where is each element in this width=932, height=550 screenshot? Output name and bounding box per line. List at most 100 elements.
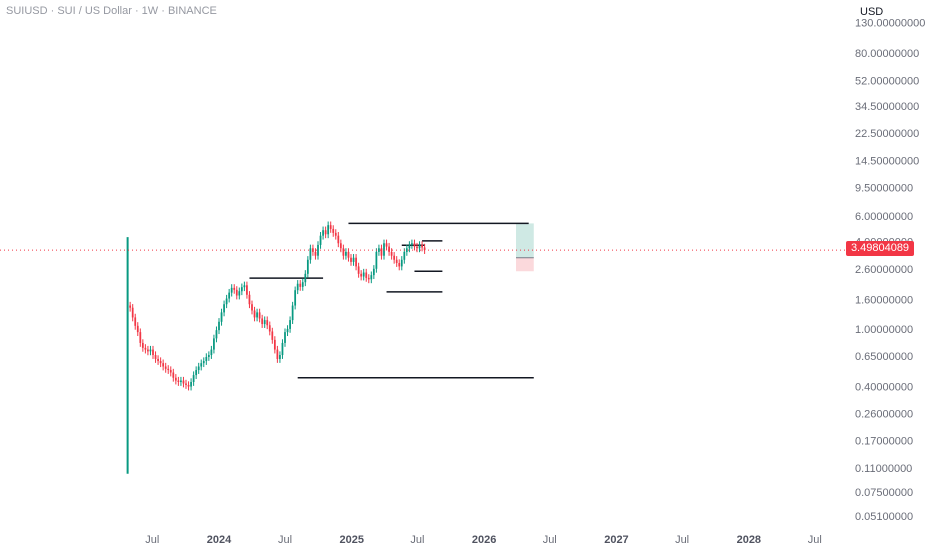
candle bbox=[202, 361, 205, 364]
candle bbox=[398, 263, 401, 267]
candle bbox=[301, 282, 304, 287]
candle bbox=[159, 361, 162, 364]
chart-title: SUIUSD · SUI / US Dollar · 1W · BINANCE bbox=[6, 5, 217, 17]
time-axis-tick-label: Jul bbox=[808, 534, 822, 546]
candle bbox=[291, 305, 294, 321]
candle bbox=[182, 380, 185, 384]
candle bbox=[334, 232, 337, 236]
candle bbox=[218, 321, 220, 331]
candle bbox=[421, 244, 423, 248]
candle bbox=[378, 248, 380, 252]
time-axis[interactable]: Jul 2024 Jul 2025 Jul 2026 Jul 2027 Jul 2028 Jul bbox=[145, 534, 822, 546]
price-axis-tick-label: 34.50000000 bbox=[855, 101, 919, 113]
candle bbox=[261, 318, 264, 325]
candle bbox=[210, 349, 213, 356]
candle bbox=[215, 330, 218, 339]
price-axis-tick-label: 80.00000000 bbox=[855, 48, 919, 60]
candle bbox=[355, 257, 357, 267]
price-axis-tick-label: 14.50000000 bbox=[855, 156, 919, 168]
candle bbox=[266, 320, 269, 326]
candle bbox=[360, 273, 363, 277]
candle bbox=[350, 257, 352, 262]
candle bbox=[309, 248, 312, 260]
candle bbox=[192, 375, 195, 382]
candle bbox=[388, 246, 390, 252]
candle bbox=[289, 320, 291, 329]
candle bbox=[177, 380, 180, 382]
candle bbox=[207, 355, 210, 357]
time-axis-tick-label: Jul bbox=[145, 534, 159, 546]
candle bbox=[383, 243, 385, 256]
candle bbox=[423, 247, 426, 251]
price-axis-tick-label: 0.65000000 bbox=[855, 351, 913, 363]
candle bbox=[362, 272, 365, 277]
candle bbox=[187, 384, 190, 387]
candle bbox=[240, 287, 243, 292]
candle bbox=[238, 291, 241, 296]
candle bbox=[185, 383, 187, 385]
price-axis[interactable]: 130.00000000 80.00000000 52.00000000 34.500… bbox=[855, 18, 925, 523]
candle bbox=[228, 292, 231, 299]
price-axis-tick-label: 0.26000000 bbox=[855, 409, 913, 421]
candle bbox=[296, 283, 299, 291]
time-axis-tick-label: 2024 bbox=[207, 534, 232, 546]
time-axis-tick-label: 2025 bbox=[339, 534, 363, 546]
candle bbox=[324, 230, 327, 235]
price-axis-tick-label: 0.05100000 bbox=[855, 511, 913, 523]
candle bbox=[385, 243, 388, 247]
level-lines[interactable] bbox=[249, 222, 534, 379]
candle bbox=[197, 366, 200, 371]
candle bbox=[367, 277, 370, 280]
candle bbox=[131, 307, 134, 318]
price-axis-tick-label: 0.11000000 bbox=[855, 463, 912, 475]
candle bbox=[180, 380, 182, 382]
candle bbox=[322, 230, 324, 236]
candle bbox=[327, 225, 330, 235]
candle bbox=[230, 287, 233, 293]
candle bbox=[339, 243, 342, 249]
price-axis-tick-label: 1.00000000 bbox=[855, 324, 913, 336]
candle bbox=[235, 289, 238, 296]
candle bbox=[149, 349, 152, 352]
candle bbox=[418, 244, 421, 249]
candle bbox=[243, 285, 246, 288]
candle bbox=[152, 349, 154, 356]
position-zones[interactable] bbox=[516, 223, 534, 272]
candle bbox=[284, 332, 286, 343]
candle bbox=[337, 235, 340, 244]
currency-unit-label[interactable]: USD bbox=[860, 6, 884, 18]
candle bbox=[319, 235, 322, 245]
candle bbox=[134, 317, 137, 326]
candle bbox=[390, 251, 393, 256]
candle bbox=[258, 312, 261, 319]
price-axis-tick-label: 130.00000000 bbox=[855, 18, 925, 30]
candle bbox=[314, 251, 317, 256]
candle bbox=[299, 283, 302, 287]
candle bbox=[372, 268, 375, 276]
candle bbox=[347, 251, 350, 258]
price-axis-tick-label: 0.17000000 bbox=[855, 435, 913, 447]
candle bbox=[139, 332, 142, 343]
stop-zone bbox=[516, 257, 534, 272]
candle bbox=[370, 275, 373, 280]
candle bbox=[271, 331, 274, 340]
candle bbox=[281, 342, 284, 356]
candle bbox=[317, 244, 319, 256]
candle bbox=[144, 347, 147, 350]
candle bbox=[395, 259, 398, 264]
candle bbox=[220, 312, 223, 322]
candle bbox=[251, 304, 253, 311]
price-axis-tick-label: 2.60000000 bbox=[855, 264, 913, 276]
price-axis-tick-label: 0.07500000 bbox=[855, 487, 913, 499]
candle bbox=[416, 246, 418, 249]
time-axis-tick-label: 2026 bbox=[472, 534, 496, 546]
candle bbox=[157, 358, 159, 362]
price-axis-tick-label: 6.00000000 bbox=[855, 211, 913, 223]
candle bbox=[375, 251, 378, 269]
time-axis-tick-label: Jul bbox=[278, 534, 292, 546]
candle bbox=[286, 328, 289, 333]
candle bbox=[380, 248, 383, 256]
current-price-label: 3.49804089 bbox=[846, 241, 914, 256]
candle bbox=[332, 228, 335, 233]
